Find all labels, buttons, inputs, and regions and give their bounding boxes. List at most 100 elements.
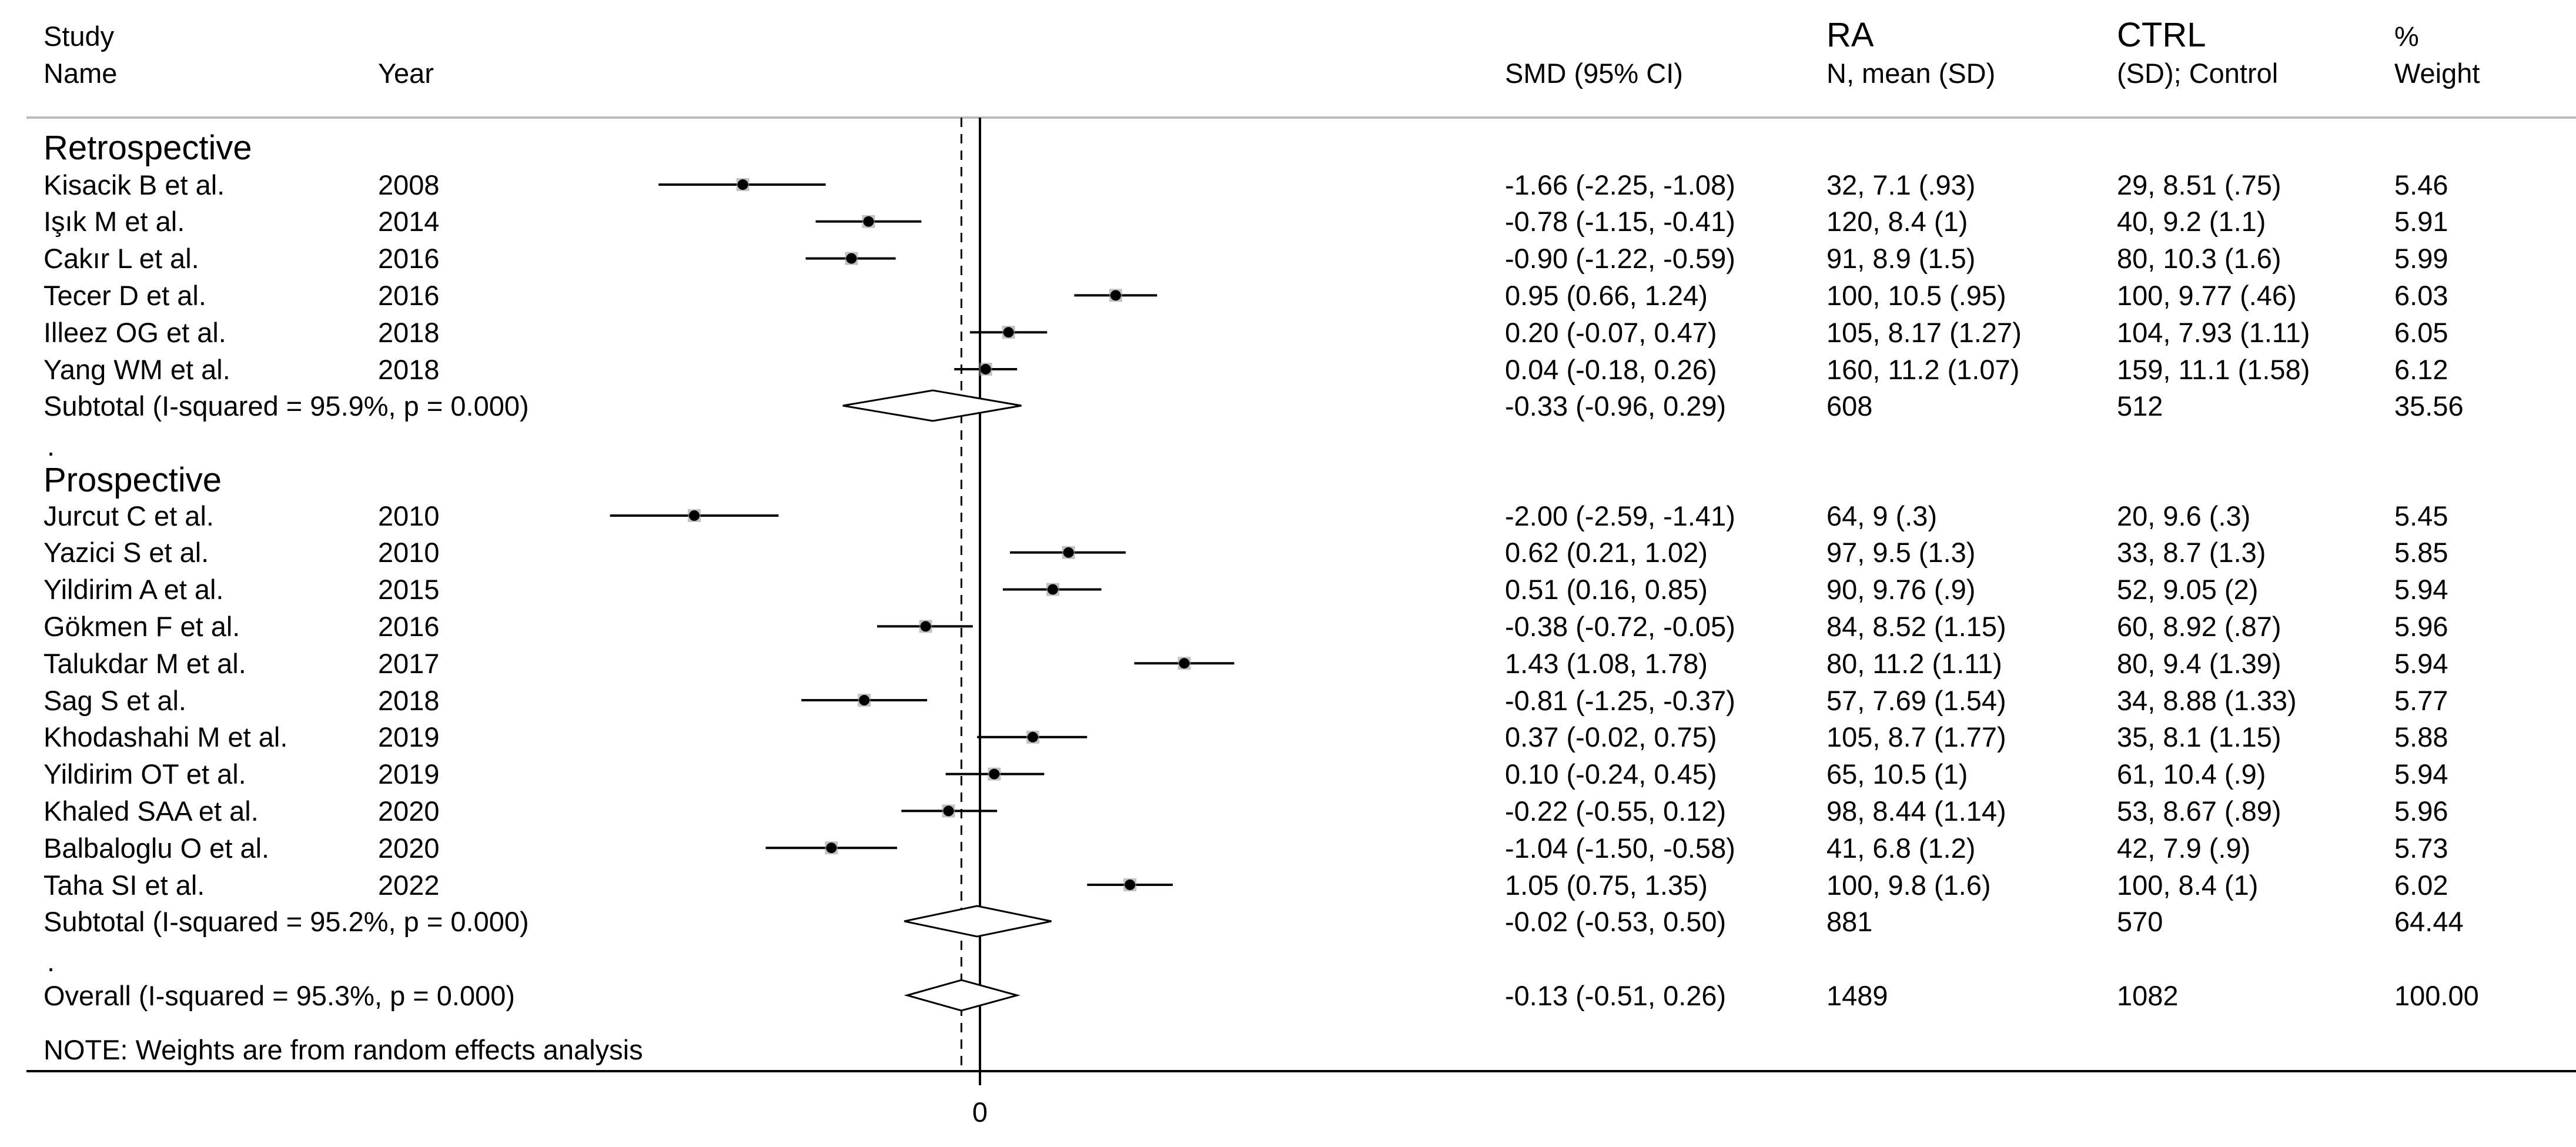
subtotal-diamond bbox=[904, 905, 1052, 938]
overall-diamond bbox=[904, 979, 1021, 1012]
study-year: 2010 bbox=[378, 500, 440, 531]
study-weight: 5.94 bbox=[2394, 574, 2448, 606]
study-ctrl: 104, 7.93 (1.11) bbox=[2117, 316, 2310, 348]
study-name: Illeez OG et al. bbox=[44, 316, 226, 348]
study-ra: 90, 9.76 (.9) bbox=[1826, 574, 1976, 606]
study-weight: 6.05 bbox=[2394, 316, 2448, 348]
study-ra: 57, 7.69 (1.54) bbox=[1826, 684, 2006, 716]
point-estimate bbox=[863, 216, 874, 227]
study-ctrl: 80, 9.4 (1.39) bbox=[2117, 647, 2281, 679]
subtotal-ra: 881 bbox=[1826, 905, 1873, 937]
study-ra: 64, 9 (.3) bbox=[1826, 500, 1938, 531]
study-ra: 32, 7.1 (.93) bbox=[1826, 169, 1976, 200]
study-smd-ci: 1.43 (1.08, 1.78) bbox=[1505, 647, 1708, 679]
study-year: 2016 bbox=[378, 279, 440, 311]
subtotal-ra: 608 bbox=[1826, 390, 1873, 422]
study-smd-ci: 0.37 (-0.02, 0.75) bbox=[1505, 721, 1717, 753]
subtotal-diamond bbox=[842, 389, 1022, 422]
study-weight: 5.46 bbox=[2394, 169, 2448, 200]
overall-ra: 1489 bbox=[1826, 979, 1888, 1011]
footnote: NOTE: Weights are from random effects an… bbox=[44, 1034, 643, 1065]
study-name: Tecer D et al. bbox=[44, 279, 206, 311]
study-smd-ci: 0.51 (0.16, 0.85) bbox=[1505, 574, 1708, 606]
point-estimate bbox=[920, 621, 931, 632]
study-ra: 100, 9.8 (1.6) bbox=[1826, 869, 1991, 901]
study-weight: 6.02 bbox=[2394, 869, 2448, 901]
overall-ctrl: 1082 bbox=[2117, 979, 2179, 1011]
study-year: 2019 bbox=[378, 721, 440, 753]
study-ra: 120, 8.4 (1) bbox=[1826, 206, 1968, 238]
study-name: Talukdar M et al. bbox=[44, 647, 246, 679]
header-study-line1: Study bbox=[44, 21, 115, 52]
study-year: 2016 bbox=[378, 243, 440, 275]
point-estimate bbox=[1110, 290, 1121, 301]
study-name: Khaled SAA et al. bbox=[44, 795, 259, 827]
point-estimate bbox=[689, 510, 700, 521]
study-weight: 5.99 bbox=[2394, 243, 2448, 275]
header-ra-line1: RA bbox=[1826, 16, 1874, 54]
study-ctrl: 34, 8.88 (1.33) bbox=[2117, 684, 2297, 716]
subtotal-smd-ci: -0.02 (-0.53, 0.50) bbox=[1505, 905, 1727, 937]
study-name: Jurcut C et al. bbox=[44, 500, 214, 531]
study-ctrl: 29, 8.51 (.75) bbox=[2117, 169, 2281, 200]
study-weight: 5.94 bbox=[2394, 758, 2448, 790]
subtotal-ctrl: 512 bbox=[2117, 390, 2163, 422]
separator-dot: . bbox=[47, 430, 55, 462]
point-estimate bbox=[989, 768, 1000, 780]
study-smd-ci: -0.38 (-0.72, -0.05) bbox=[1505, 610, 1735, 642]
study-smd-ci: 0.62 (0.21, 1.02) bbox=[1505, 537, 1708, 569]
study-weight: 5.96 bbox=[2394, 610, 2448, 642]
study-ra: 105, 8.17 (1.27) bbox=[1826, 316, 2022, 348]
study-smd-ci: -1.04 (-1.50, -0.58) bbox=[1505, 832, 1735, 864]
study-year: 2018 bbox=[378, 684, 440, 716]
study-ctrl: 33, 8.7 (1.3) bbox=[2117, 537, 2266, 569]
study-ctrl: 159, 11.1 (1.58) bbox=[2117, 353, 2310, 385]
point-estimate bbox=[980, 364, 991, 374]
study-ctrl: 60, 8.92 (.87) bbox=[2117, 610, 2281, 642]
study-year: 2018 bbox=[378, 353, 440, 385]
x-tick-label: 0 bbox=[972, 1096, 988, 1128]
study-weight: 5.88 bbox=[2394, 721, 2448, 753]
overall-weight: 100.00 bbox=[2394, 979, 2479, 1011]
study-ctrl: 52, 9.05 (2) bbox=[2117, 574, 2259, 606]
study-name: Işık M et al. bbox=[44, 206, 185, 238]
study-ra: 105, 8.7 (1.77) bbox=[1826, 721, 2006, 753]
point-estimate bbox=[943, 805, 954, 817]
subtotal-ctrl: 570 bbox=[2117, 905, 2163, 937]
study-weight: 6.12 bbox=[2394, 353, 2448, 385]
header-study-line2: Name bbox=[44, 58, 118, 89]
subtotal-label: Subtotal (I-squared = 95.2%, p = 0.000) bbox=[44, 905, 529, 937]
header-smd: SMD (95% CI) bbox=[1505, 58, 1683, 89]
study-weight: 6.03 bbox=[2394, 279, 2448, 311]
study-year: 2010 bbox=[378, 537, 440, 569]
study-ra: 97, 9.5 (1.3) bbox=[1826, 537, 1976, 569]
point-estimate bbox=[1179, 658, 1190, 669]
study-year: 2022 bbox=[378, 869, 440, 901]
header-ctrl-line1: CTRL bbox=[2117, 16, 2206, 54]
subtotal-smd-ci: -0.33 (-0.96, 0.29) bbox=[1505, 390, 1727, 422]
study-weight: 5.91 bbox=[2394, 206, 2448, 238]
point-estimate bbox=[1003, 327, 1014, 338]
study-name: Yazici S et al. bbox=[44, 537, 209, 569]
study-year: 2018 bbox=[378, 316, 440, 348]
study-name: Sag S et al. bbox=[44, 684, 186, 716]
study-ra: 160, 11.2 (1.07) bbox=[1826, 353, 2020, 385]
study-smd-ci: 1.05 (0.75, 1.35) bbox=[1505, 869, 1708, 901]
study-name: Taha SI et al. bbox=[44, 869, 205, 901]
study-ra: 65, 10.5 (1) bbox=[1826, 758, 1968, 790]
study-smd-ci: 0.20 (-0.07, 0.47) bbox=[1505, 316, 1717, 348]
study-year: 2019 bbox=[378, 758, 440, 790]
study-smd-ci: 0.10 (-0.24, 0.45) bbox=[1505, 758, 1717, 790]
study-ctrl: 100, 9.77 (.46) bbox=[2117, 279, 2297, 311]
point-estimate bbox=[826, 842, 837, 854]
study-year: 2020 bbox=[378, 795, 440, 827]
subtotal-label: Subtotal (I-squared = 95.9%, p = 0.000) bbox=[44, 390, 529, 422]
study-name: Balbaloglu O et al. bbox=[44, 832, 270, 864]
study-smd-ci: -0.22 (-0.55, 0.12) bbox=[1505, 795, 1727, 827]
header-ctrl-line2: (SD); Control bbox=[2117, 58, 2279, 89]
study-year: 2015 bbox=[378, 574, 440, 606]
point-estimate bbox=[846, 253, 857, 264]
study-name: Gökmen F et al. bbox=[44, 610, 240, 642]
